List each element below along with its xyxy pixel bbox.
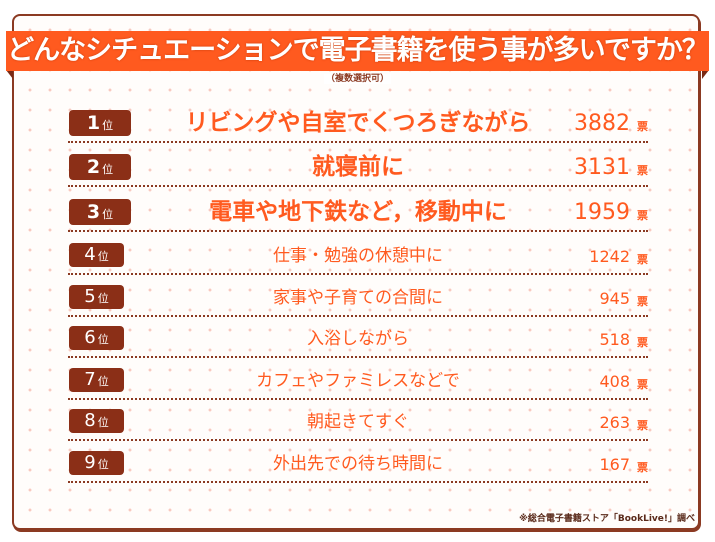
vote-unit: 票 xyxy=(637,164,648,177)
ranking-row: 8 位 朝起きてすぐ 263 票 xyxy=(68,404,648,441)
ranking-row: 6 位 入浴しながら 518 票 xyxy=(68,321,648,358)
situation-label: 家事や子育ての合間に xyxy=(273,288,443,308)
vote-unit: 票 xyxy=(637,336,648,349)
source-note: ※総合電子書籍ストア「BookLive!」調べ xyxy=(519,514,695,524)
situation-label: 仕事・勉強の休憩中に xyxy=(273,246,443,266)
rank-number: 7 xyxy=(84,369,96,390)
banner-fold-right xyxy=(702,70,709,79)
banner-fold-left xyxy=(6,70,13,79)
rank-number: 6 xyxy=(84,327,96,348)
rank-number: 2 xyxy=(86,156,101,178)
ranking-row: 4 位 仕事・勉強の休憩中に 1242 票 xyxy=(68,238,648,275)
vote-count: 945 xyxy=(599,289,630,308)
rank-suffix: 位 xyxy=(97,375,109,388)
vote-count: 518 xyxy=(599,330,630,349)
subtitle-text: （複数選択可） xyxy=(323,74,391,84)
ranking-row: 1 位 リビングや自室でくつろぎながら 3882 票 xyxy=(68,104,648,143)
situation-label: リビングや自室でくつろぎながら xyxy=(185,110,531,136)
vote-count: 3882 xyxy=(574,111,630,136)
ranking-row: 3 位 電車や地下鉄など，移動中に 1959 票 xyxy=(68,193,648,232)
vote-count: 263 xyxy=(599,413,630,432)
rank-number: 5 xyxy=(84,286,96,307)
ranking-row: 5 位 家事や子育ての合間に 945 票 xyxy=(68,280,648,317)
situation-label: カフェやファミレスなどで xyxy=(256,371,460,391)
rank-suffix: 位 xyxy=(97,333,109,346)
vote-unit: 票 xyxy=(637,209,648,222)
rank-number: 9 xyxy=(84,452,96,473)
situation-label: 朝起きてすぐ xyxy=(307,412,409,432)
rank-suffix: 位 xyxy=(97,416,109,429)
rank-number: 8 xyxy=(84,410,96,431)
vote-unit: 票 xyxy=(637,461,648,474)
ranking-row: 7 位 カフェやファミレスなどで 408 票 xyxy=(68,363,648,400)
rank-suffix: 位 xyxy=(102,163,114,176)
title-banner: どんなシチュエーションで電子書籍を使う事が多いですか？ xyxy=(6,31,709,71)
rank-suffix: 位 xyxy=(97,292,109,305)
rank-suffix: 位 xyxy=(97,458,109,471)
vote-count: 167 xyxy=(599,455,630,474)
ranking-row: 9 位 外出先での待ち時間に 167 票 xyxy=(68,446,648,483)
vote-count: 1242 xyxy=(589,247,630,266)
vote-unit: 票 xyxy=(637,419,648,432)
situation-label: 電車や地下鉄など，移動中に xyxy=(209,199,507,225)
ranking-card xyxy=(12,14,700,530)
vote-unit: 票 xyxy=(637,378,648,391)
situation-label: 外出先での待ち時間に xyxy=(273,454,443,474)
rank-suffix: 位 xyxy=(102,208,114,221)
situation-label: 入浴しながら xyxy=(307,329,409,349)
rank-number: 1 xyxy=(86,112,101,134)
vote-count: 1959 xyxy=(574,200,630,225)
vote-unit: 票 xyxy=(637,295,648,308)
vote-count: 3131 xyxy=(574,155,630,180)
subtitle: （複数選択可） xyxy=(0,71,715,84)
rank-number: 4 xyxy=(84,244,96,265)
situation-label: 就寝前に xyxy=(312,154,404,180)
rank-number: 3 xyxy=(86,201,101,223)
vote-count: 408 xyxy=(599,372,630,391)
ranking-row: 2 位 就寝前に 3131 票 xyxy=(68,148,648,187)
rank-suffix: 位 xyxy=(97,250,109,263)
vote-unit: 票 xyxy=(637,120,648,133)
vote-unit: 票 xyxy=(637,253,648,266)
rank-suffix: 位 xyxy=(102,119,114,132)
